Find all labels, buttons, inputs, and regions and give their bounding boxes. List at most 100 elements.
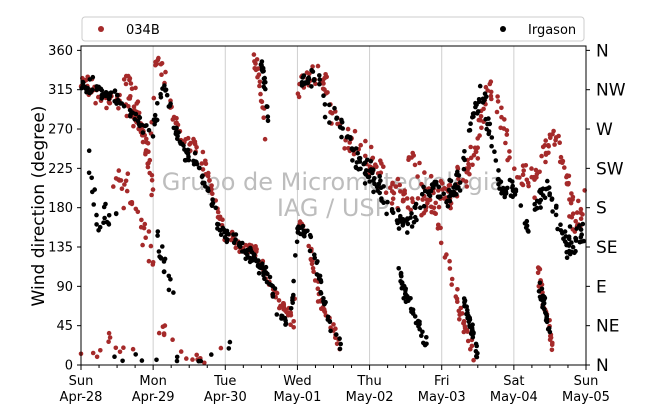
data-point bbox=[331, 322, 336, 327]
data-point bbox=[186, 157, 192, 163]
data-point bbox=[192, 150, 198, 156]
data-point bbox=[283, 321, 289, 327]
data-point bbox=[144, 123, 149, 128]
data-point bbox=[475, 136, 481, 141]
data-point bbox=[461, 166, 467, 172]
data-point bbox=[400, 223, 406, 228]
data-point bbox=[415, 196, 421, 201]
data-point bbox=[427, 197, 433, 203]
x-tick-date-label: Apr-30 bbox=[204, 390, 247, 405]
data-point bbox=[291, 292, 296, 298]
data-point bbox=[489, 143, 494, 149]
data-point bbox=[101, 220, 106, 225]
data-point bbox=[112, 354, 117, 360]
data-point bbox=[541, 306, 547, 312]
data-point bbox=[563, 234, 569, 239]
data-point bbox=[270, 294, 276, 299]
data-point bbox=[272, 286, 278, 291]
data-point bbox=[116, 168, 122, 173]
data-point bbox=[148, 243, 154, 249]
data-point bbox=[536, 265, 542, 271]
data-point bbox=[564, 241, 569, 246]
data-point bbox=[344, 134, 350, 140]
data-point bbox=[576, 198, 581, 204]
data-point bbox=[537, 280, 543, 286]
data-point bbox=[310, 266, 316, 271]
data-point bbox=[470, 322, 475, 328]
data-point bbox=[265, 104, 270, 109]
data-point bbox=[462, 304, 468, 309]
data-point bbox=[349, 146, 355, 151]
data-point bbox=[446, 187, 452, 193]
data-point bbox=[237, 244, 243, 249]
data-point bbox=[362, 160, 368, 165]
data-point bbox=[529, 174, 534, 180]
data-point bbox=[164, 92, 170, 98]
data-point bbox=[379, 196, 384, 201]
data-point bbox=[147, 157, 153, 163]
data-point bbox=[424, 341, 429, 347]
data-point bbox=[210, 197, 215, 202]
data-point bbox=[410, 199, 416, 205]
plot-area bbox=[81, 46, 586, 365]
data-point bbox=[295, 229, 301, 235]
data-point bbox=[89, 175, 94, 181]
data-point bbox=[224, 231, 230, 236]
data-point bbox=[139, 358, 145, 363]
data-point bbox=[98, 86, 104, 92]
data-point bbox=[532, 195, 537, 200]
data-point bbox=[538, 190, 544, 196]
data-point bbox=[504, 128, 510, 133]
data-point bbox=[167, 103, 173, 109]
data-point bbox=[315, 63, 321, 69]
data-point bbox=[85, 88, 90, 94]
data-point bbox=[538, 205, 543, 210]
data-point bbox=[149, 173, 155, 178]
data-point bbox=[332, 105, 337, 111]
data-point bbox=[541, 297, 547, 303]
data-point bbox=[574, 226, 579, 231]
data-point bbox=[467, 171, 472, 177]
data-point bbox=[539, 153, 544, 159]
data-point bbox=[362, 181, 368, 186]
data-point bbox=[128, 114, 133, 119]
data-point bbox=[533, 167, 539, 173]
data-point bbox=[345, 126, 351, 132]
x-tick-day-label: Fri bbox=[434, 374, 450, 389]
data-point bbox=[288, 322, 293, 328]
data-point bbox=[305, 76, 311, 81]
data-point bbox=[311, 269, 316, 275]
data-point bbox=[256, 270, 262, 276]
data-point bbox=[135, 99, 141, 104]
data-point bbox=[499, 105, 504, 111]
data-point bbox=[352, 128, 358, 134]
x-tick-day-label: Mon bbox=[139, 374, 166, 389]
data-point bbox=[145, 141, 151, 146]
data-point bbox=[567, 224, 573, 229]
data-point bbox=[318, 291, 324, 296]
data-point bbox=[409, 224, 415, 229]
data-point bbox=[532, 201, 537, 207]
data-point bbox=[546, 185, 552, 190]
data-point bbox=[435, 194, 441, 200]
data-point bbox=[389, 201, 395, 206]
data-point bbox=[240, 240, 245, 246]
x-tick-date-label: May-04 bbox=[490, 390, 538, 405]
data-point bbox=[222, 235, 228, 240]
data-point bbox=[321, 299, 326, 304]
data-point bbox=[468, 121, 473, 126]
data-point bbox=[410, 150, 416, 156]
data-point bbox=[163, 88, 168, 93]
data-point bbox=[138, 224, 144, 230]
x-tick-day-label: Tue bbox=[213, 374, 236, 389]
data-point bbox=[322, 309, 328, 315]
data-point bbox=[171, 290, 176, 295]
data-point bbox=[106, 213, 112, 218]
data-point bbox=[384, 211, 389, 217]
data-point bbox=[80, 79, 86, 85]
data-point bbox=[405, 294, 410, 299]
data-point bbox=[457, 180, 463, 185]
data-point bbox=[131, 123, 136, 129]
data-point bbox=[372, 181, 377, 187]
data-point bbox=[226, 346, 232, 351]
